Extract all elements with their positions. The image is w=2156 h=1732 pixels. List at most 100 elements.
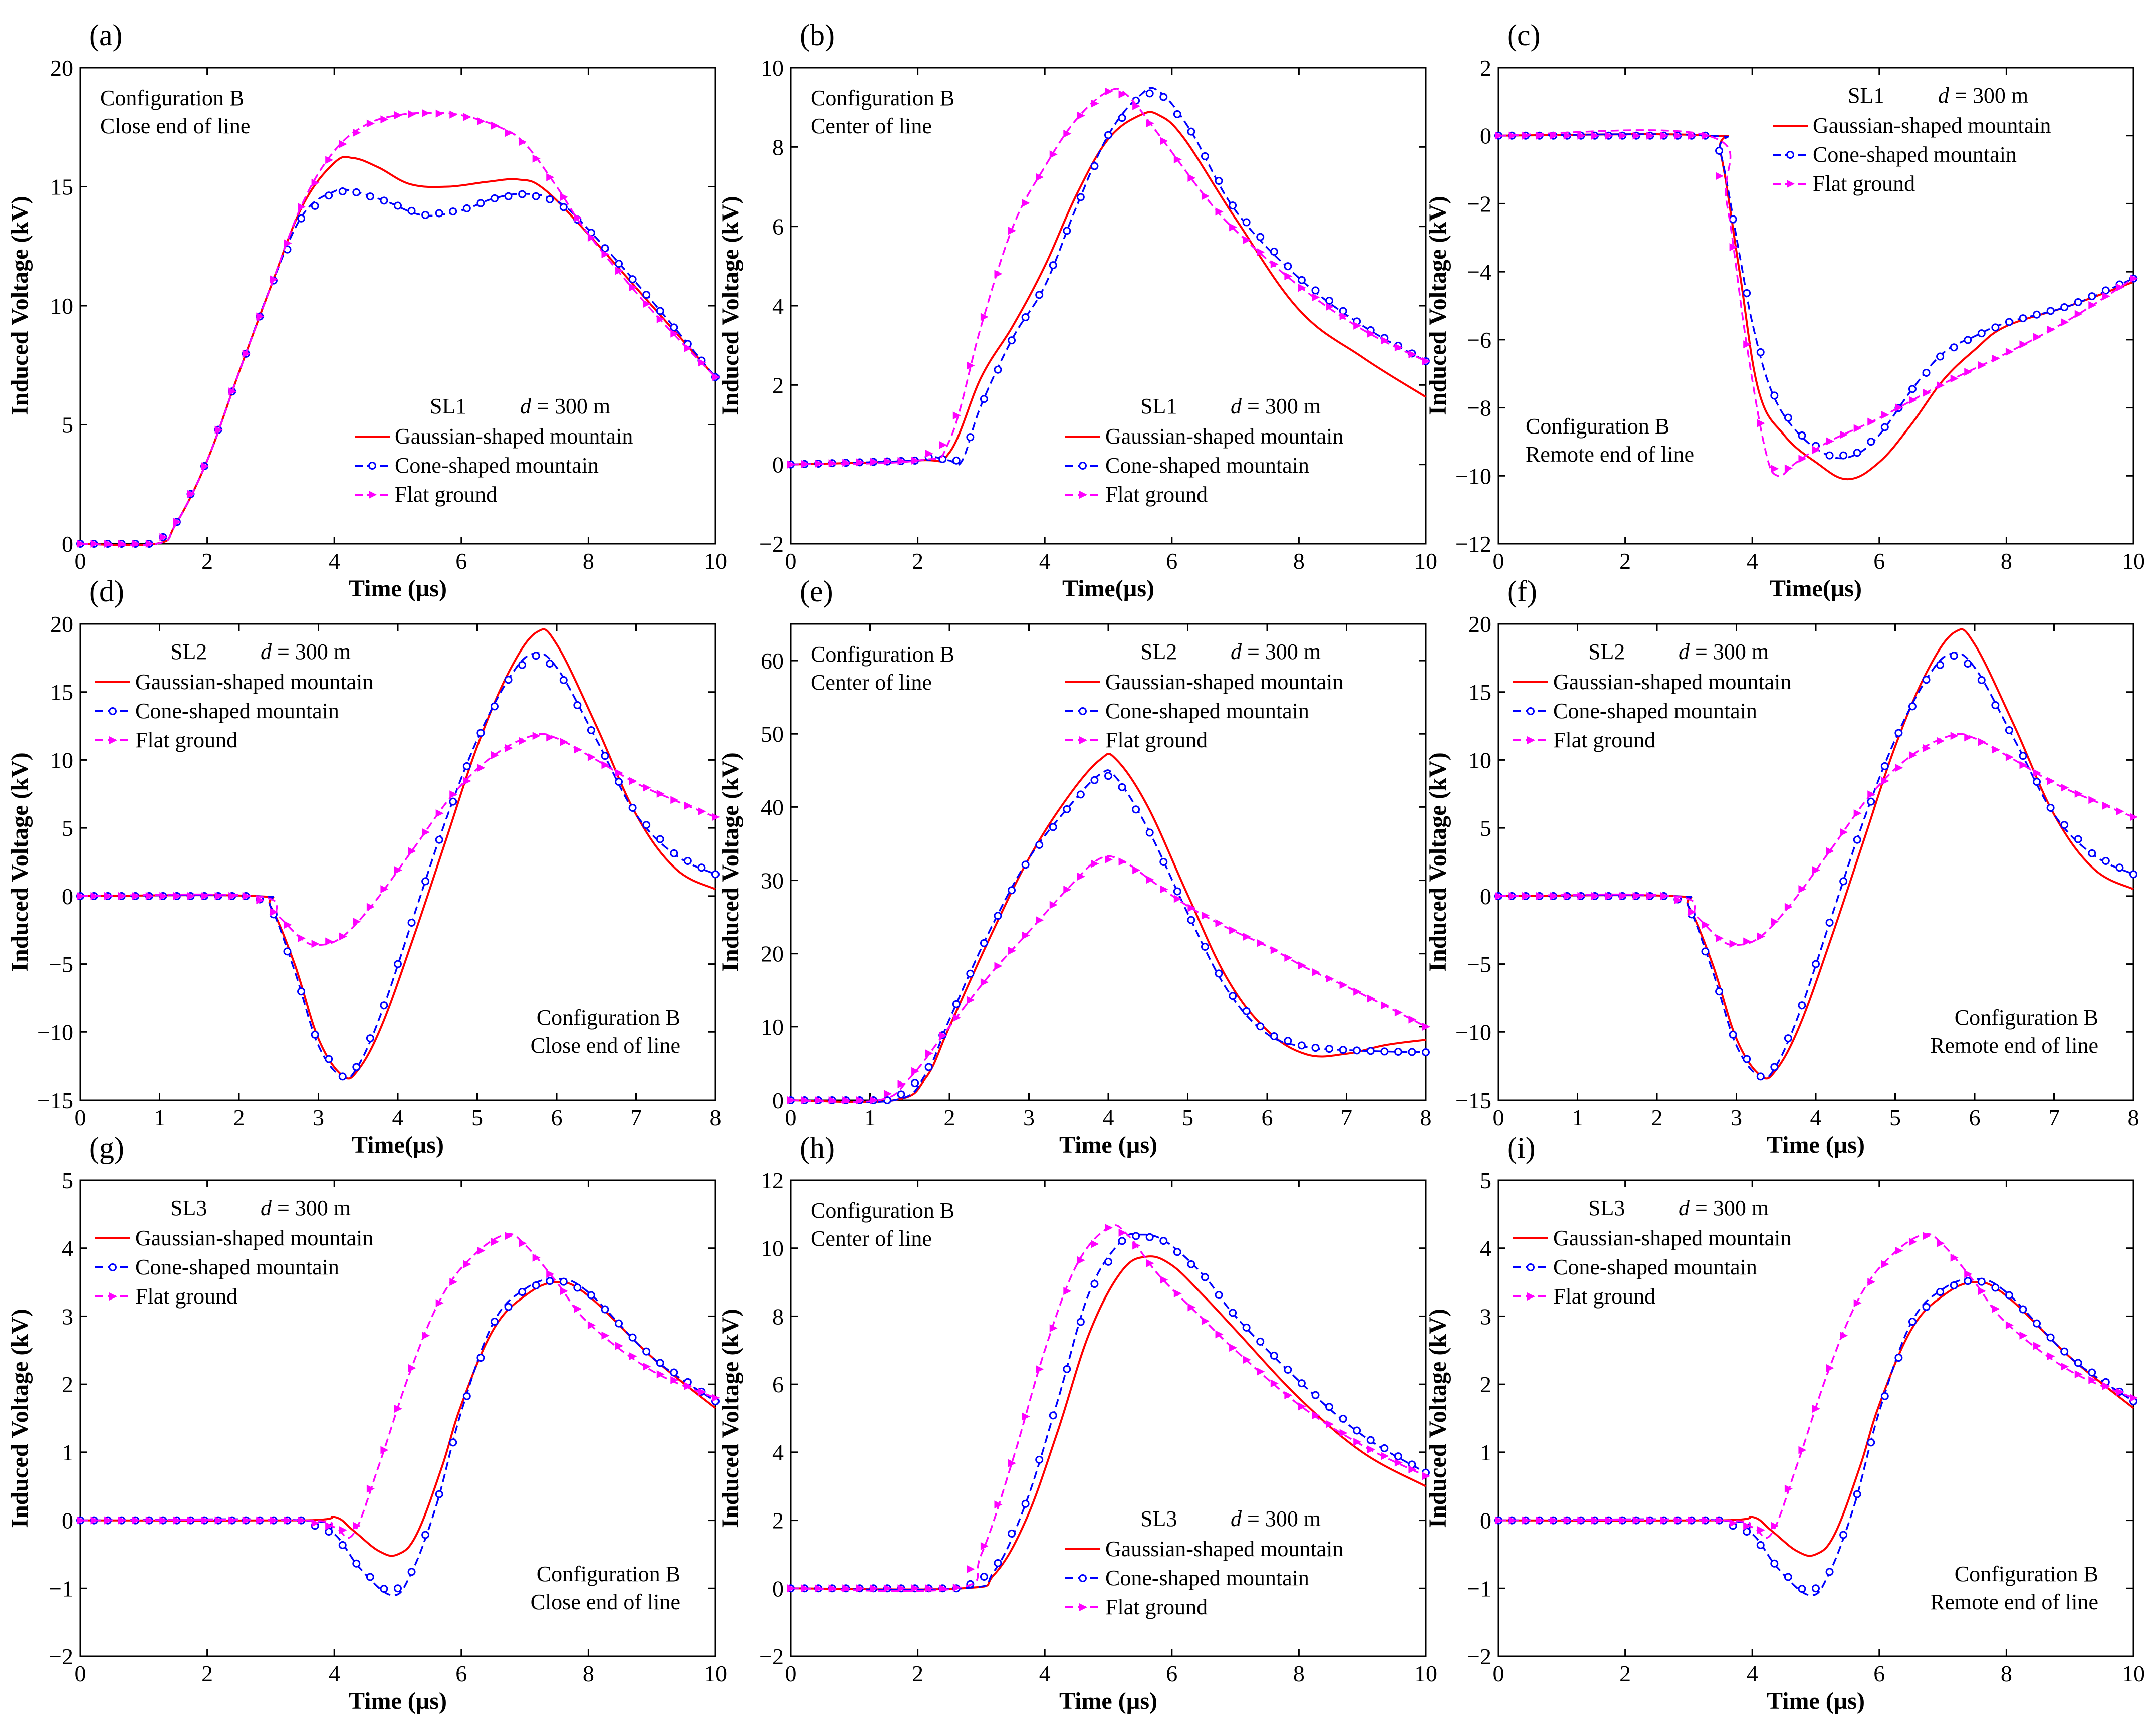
x-tick-label: 4 [392, 1105, 404, 1130]
marker-cone [1145, 89, 1154, 98]
marker-flat [298, 202, 306, 211]
marker-cone [394, 201, 402, 210]
y-tick-label: 8 [772, 1304, 784, 1329]
marker-flat [118, 540, 126, 548]
marker-flat [380, 115, 389, 124]
marker-cone [1297, 1041, 1306, 1050]
marker-flat [228, 892, 237, 900]
marker-cone [1867, 1438, 1875, 1447]
marker-flat [1201, 911, 1210, 920]
marker-cone [1853, 835, 1861, 844]
marker-flat [1326, 303, 1334, 311]
marker-cone [366, 1034, 374, 1043]
marker-cone [2101, 286, 2110, 295]
marker-cone [1339, 1046, 1347, 1054]
marker-flat [2088, 796, 2097, 804]
marker-cone [1366, 1047, 1375, 1055]
marker-flat [2130, 1394, 2138, 1402]
marker-cone [1798, 1585, 1806, 1593]
marker-flat [1284, 953, 1293, 962]
marker-flat [1257, 1367, 1265, 1376]
marker-flat [643, 783, 651, 792]
marker-cone [1063, 1365, 1071, 1373]
marker-flat [353, 918, 361, 926]
marker-flat [1187, 174, 1196, 182]
legend-label-flat: Flat ground [1553, 1284, 1655, 1309]
marker-flat [325, 156, 334, 164]
legend-label-cone: Cone-shaped mountain [1105, 453, 1309, 478]
marker-flat [1688, 908, 1696, 916]
axes-frame [790, 1179, 1427, 1657]
marker-flat [1660, 131, 1668, 140]
marker-cone [1880, 1392, 1889, 1400]
marker-cone [366, 192, 374, 201]
marker-flat [1298, 961, 1306, 970]
marker-flat [1173, 155, 1182, 164]
x-axis-label: Time (µs) [1059, 1132, 1157, 1158]
marker-flat [1881, 777, 1889, 785]
marker-flat [656, 1370, 665, 1379]
marker-flat [1632, 1516, 1641, 1525]
marker-flat [1660, 892, 1668, 900]
marker-flat [187, 1516, 195, 1525]
marker-flat [1036, 1365, 1044, 1374]
marker-flat [1105, 87, 1113, 96]
y-tick-label: 50 [761, 721, 784, 747]
marker-flat [1339, 981, 1348, 989]
y-tick-label: 2 [772, 1508, 784, 1534]
marker-cone [2005, 1291, 2013, 1300]
marker-cone [1173, 887, 1181, 896]
x-tick-label: 4 [1747, 1661, 1758, 1686]
y-tick-label: −10 [37, 1019, 73, 1045]
annotation-line: Configuration B [1526, 414, 1669, 439]
marker-cone [1894, 729, 1903, 737]
y-tick-label: 0 [772, 1088, 784, 1113]
marker-cone [1908, 1318, 1917, 1326]
marker-cone [2033, 310, 2041, 319]
marker-cone [2005, 726, 2013, 734]
marker-flat [201, 462, 209, 470]
x-tick-label: 3 [1731, 1105, 1742, 1130]
marker-flat [477, 764, 486, 772]
marker-flat [214, 425, 223, 434]
marker-cone [1229, 1309, 1237, 1317]
series-line-gaussian [790, 111, 1427, 466]
marker-cone [1825, 918, 1834, 927]
annotation-line: Remote end of line [1930, 1590, 2098, 1614]
marker-flat [801, 460, 809, 468]
y-tick-label: 15 [50, 680, 73, 705]
marker-flat [684, 801, 692, 810]
marker-flat [1036, 173, 1044, 181]
marker-flat [2102, 801, 2110, 810]
legend-marker-flat [1079, 491, 1087, 499]
marker-flat [1381, 336, 1389, 345]
marker-cone [1908, 385, 1917, 393]
marker-cone [656, 307, 664, 315]
marker-cone [601, 244, 609, 253]
legend-label-flat: Flat ground [135, 728, 237, 752]
y-tick-label: 4 [62, 1236, 73, 1261]
marker-cone [1366, 1436, 1375, 1444]
legend-distance: d = 300 m [1938, 83, 2028, 108]
legend-distance: d = 300 m [1231, 394, 1321, 418]
marker-cone [697, 863, 706, 872]
marker-cone [532, 1281, 540, 1290]
marker-cone [1839, 451, 1848, 460]
marker-cone [490, 194, 499, 202]
y-tick-label: −15 [1455, 1088, 1491, 1113]
y-tick-label: −10 [1455, 1019, 1491, 1045]
marker-flat [394, 111, 402, 119]
x-tick-label: 0 [75, 1105, 86, 1130]
marker-flat [1243, 933, 1251, 941]
marker-flat [2061, 783, 2069, 792]
marker-flat [629, 1352, 637, 1361]
marker-cone [1991, 1283, 2000, 1292]
marker-cone [1311, 1044, 1320, 1052]
marker-cone [462, 204, 471, 212]
marker-flat [2074, 790, 2083, 798]
marker-flat [1923, 1232, 1931, 1240]
marker-flat [1923, 744, 1931, 752]
marker-flat [1950, 374, 1959, 383]
marker-cone [1297, 1379, 1306, 1388]
marker-flat [842, 1584, 851, 1593]
